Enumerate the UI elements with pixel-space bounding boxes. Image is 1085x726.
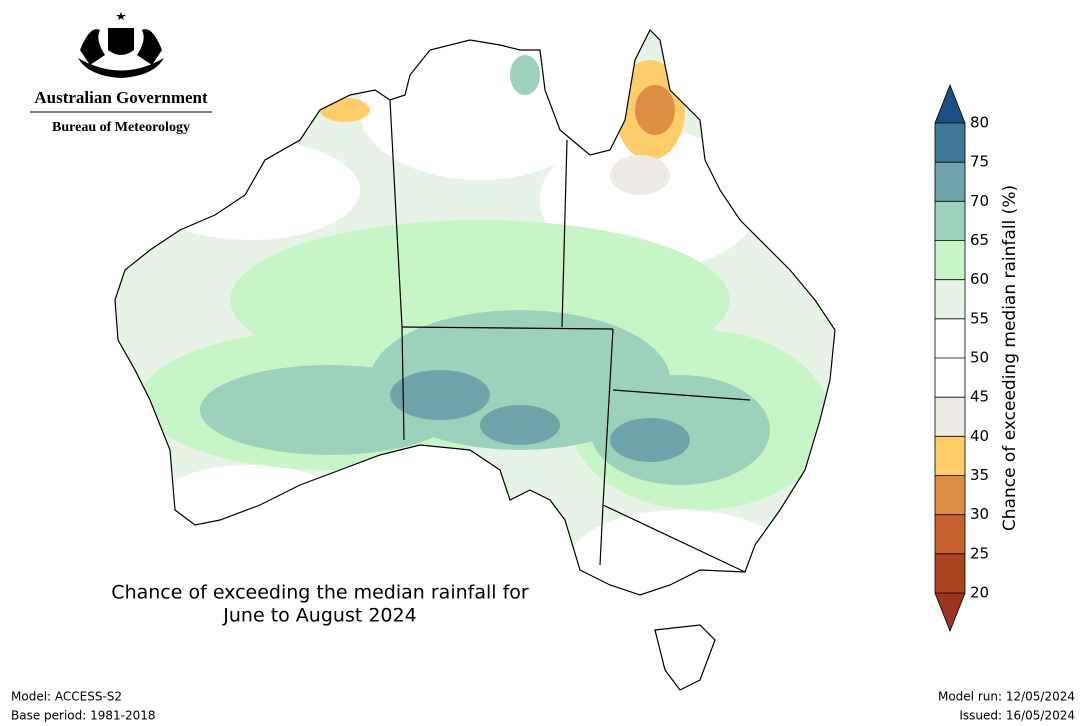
model-note: Model: ACCESS-S2	[11, 690, 122, 704]
colorbar-band	[935, 475, 965, 515]
colorbar: 20 25 30 35 40 45 50 55 60 65 70 75 80 Chance of exce…	[934, 83, 1020, 633]
state-borders	[389, 99, 751, 573]
colorbar-tick-label: 70	[970, 192, 989, 210]
colorbar-band	[935, 318, 965, 358]
colorbar-tick-label: 25	[970, 544, 989, 562]
colorbar-band	[935, 240, 965, 280]
colorbar-band	[935, 553, 965, 593]
colorbar-tick-label: 20	[970, 584, 989, 602]
colorbar-tick-label: 45	[970, 388, 989, 406]
colorbar-band	[935, 162, 965, 202]
colorbar-band	[935, 279, 965, 319]
colorbar-tick-label: 30	[970, 505, 989, 523]
colorbar-band	[935, 436, 965, 476]
rainfall-field	[115, 30, 835, 690]
colorbar-extend-above	[935, 85, 965, 123]
colorbar-tick-label: 60	[970, 270, 989, 288]
issued-note: Issued: 16/05/2024	[959, 709, 1075, 723]
colorbar-band	[935, 123, 965, 163]
colorbar-extend-below	[935, 593, 965, 631]
colorbar-tick-label: 35	[970, 466, 989, 484]
colorbar-band	[935, 201, 965, 241]
org-name: Australian Government	[34, 88, 208, 107]
colorbar-tick-label: 65	[970, 231, 989, 249]
colorbar-band	[935, 514, 965, 554]
model-run-note: Model run: 12/05/2024	[938, 690, 1075, 704]
emblem	[78, 12, 164, 78]
colorbar-tick-label: 75	[970, 153, 989, 171]
map-title-line: Chance of exceeding the median rainfall …	[111, 582, 529, 604]
base-period-note: Base period: 1981-2018	[11, 709, 156, 723]
colorbar-tick-label: 50	[970, 349, 989, 367]
colorbar-tick-label: 40	[970, 427, 989, 445]
colorbar-label: Chance of exceeding median rainfall (%)	[1000, 185, 1020, 531]
colorbar-band	[935, 358, 965, 398]
dept-name: Bureau of Meteorology	[52, 120, 190, 135]
map-title-line: June to August 2024	[222, 605, 416, 627]
colorbar-tick-label: 55	[970, 309, 989, 327]
colorbar-tick-label: 80	[970, 114, 989, 132]
colorbar-band	[935, 397, 965, 437]
